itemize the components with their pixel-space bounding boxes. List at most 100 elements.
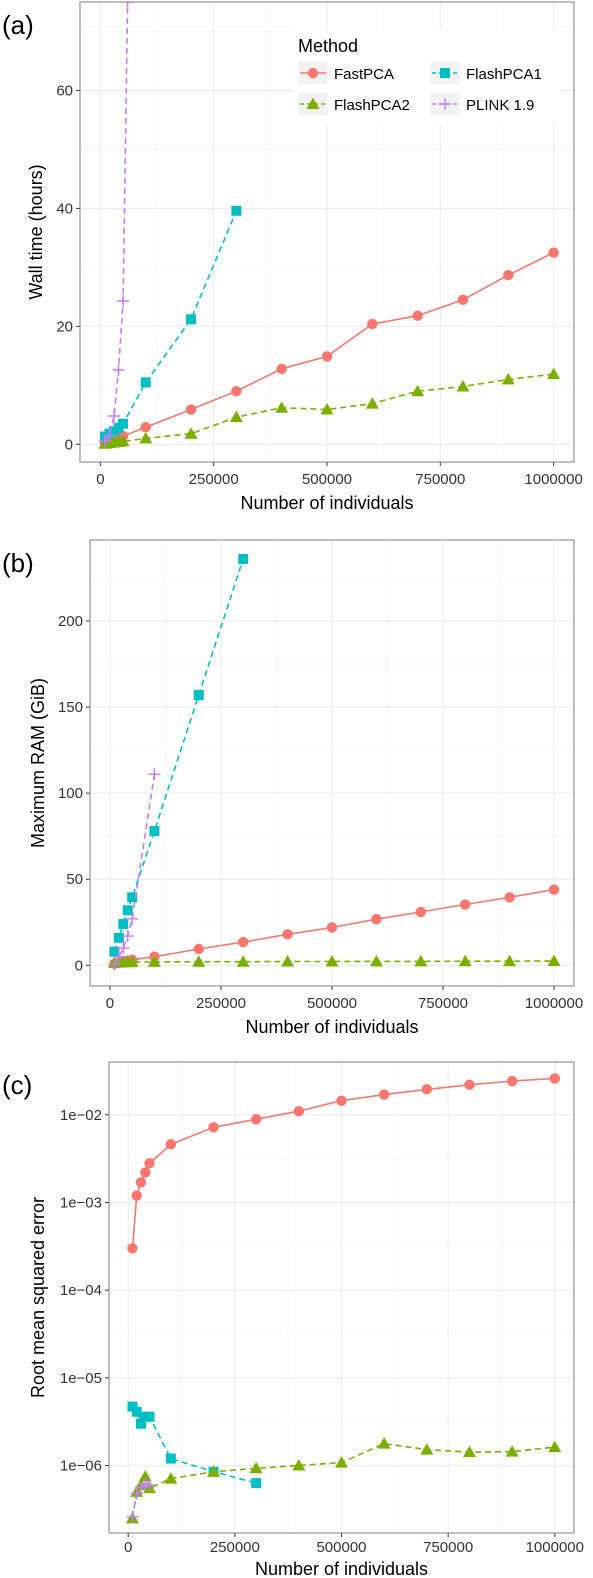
y-tick-label: 1e−03 — [60, 1194, 102, 1211]
data-point-plink-1-9 — [121, 930, 134, 943]
series-line-plink-1-9 — [104, 2, 129, 442]
data-point-flashpca1 — [149, 826, 160, 837]
x-tick-label: 0 — [106, 995, 114, 1012]
legend-entry-label: FastPCA — [334, 66, 394, 83]
data-point-plink-1-9 — [126, 1510, 139, 1523]
data-point-flashpca1 — [144, 1411, 155, 1422]
x-tick-label: 750000 — [418, 995, 468, 1012]
data-point-fastpca — [549, 1073, 561, 1084]
y-tick-label: 100 — [58, 785, 83, 802]
data-point-fastpca — [464, 1079, 475, 1090]
data-point-fastpca — [504, 892, 515, 903]
data-point-flashpca2 — [292, 1459, 306, 1471]
data-point-flashpca2 — [456, 380, 470, 392]
data-point-flashpca2 — [138, 1469, 152, 1482]
data-point-plink-1-9 — [148, 768, 161, 781]
data-point-flashpca1 — [251, 1478, 262, 1489]
data-point-flashpca1 — [118, 919, 129, 930]
data-point-fastpca — [131, 1190, 142, 1201]
data-point-flashpca2 — [547, 367, 561, 380]
data-point-flashpca2 — [462, 1445, 476, 1458]
data-point-fastpca — [371, 913, 382, 925]
data-point-flashpca2 — [420, 1443, 434, 1455]
data-point-plink-1-9 — [117, 942, 130, 955]
y-tick-label: 1e−02 — [60, 1107, 102, 1124]
y-axis-label: Root mean squared error — [28, 1197, 48, 1398]
series-line-flashpca2 — [131, 1442, 555, 1519]
legend-key-marker — [439, 98, 451, 110]
panel-border — [108, 1061, 575, 1534]
series-line-plink-1-9 — [113, 774, 156, 965]
data-point-fastpca — [336, 1095, 347, 1106]
data-point-plink-1-9 — [107, 410, 120, 422]
x-axis-label: Number of individuals — [255, 1559, 428, 1578]
data-point-fastpca — [276, 363, 287, 375]
data-point-fastpca — [135, 1177, 147, 1188]
data-point-flashpca2 — [139, 431, 153, 444]
data-point-fastpca — [144, 1158, 155, 1169]
data-point-flashpca1 — [122, 905, 133, 916]
data-point-fastpca — [208, 1122, 219, 1133]
data-point-fastpca — [293, 1105, 305, 1117]
data-point-flashpca1 — [109, 946, 120, 957]
series-flashpca1 — [109, 553, 249, 957]
x-tick-label: 500000 — [307, 995, 357, 1012]
legend-title: Method — [298, 36, 358, 56]
x-tick-label: 0 — [124, 1539, 132, 1556]
data-point-fastpca — [231, 386, 242, 397]
panel-border — [89, 539, 575, 987]
data-point-fastpca — [548, 247, 559, 258]
panel-b: 0 250000 500000 750000 1000000 0 50 100 150 200 (b… — [2, 539, 583, 1037]
data-point-flashpca1 — [140, 377, 151, 388]
data-point-flashpca1 — [131, 1406, 142, 1417]
data-point-fastpca — [326, 922, 338, 933]
data-point-plink-1-9 — [143, 1478, 156, 1491]
series-fastpca — [109, 884, 560, 969]
data-point-fastpca — [140, 422, 151, 433]
x-tick-label: 250000 — [210, 1539, 260, 1556]
data-point-flashpca1 — [186, 314, 197, 325]
data-point-fastpca — [412, 310, 423, 321]
x-tick-label: 250000 — [196, 995, 246, 1012]
data-point-flashpca1 — [118, 418, 129, 429]
data-point-fastpca — [185, 404, 197, 415]
y-tick-label: 40 — [56, 200, 73, 217]
x-tick-label: 750000 — [423, 1539, 473, 1556]
legend-background — [292, 30, 560, 125]
data-point-flashpca2 — [369, 954, 383, 967]
panel-label: (c) — [2, 1070, 32, 1100]
legend-entry-flashpca2: FlashPCA2 — [297, 91, 410, 117]
y-axis-label: Maximum RAM (GiB) — [28, 678, 48, 848]
data-point-fastpca — [237, 936, 249, 948]
data-point-fastpca — [321, 351, 333, 362]
x-tick-label: 500000 — [302, 471, 352, 488]
data-point-flashpca2 — [275, 401, 289, 413]
series-layer — [125, 1073, 562, 1524]
data-point-flashpca2 — [320, 403, 334, 415]
data-point-fastpca — [378, 1089, 390, 1100]
data-point-fastpca — [548, 884, 560, 895]
data-point-flashpca2 — [411, 384, 425, 397]
x-tick-label: 750000 — [415, 471, 465, 488]
data-point-plink-1-9 — [112, 950, 125, 963]
legend-entry-flashpca1: FlashPCA1 — [429, 60, 542, 86]
data-point-plink-1-9 — [112, 364, 125, 376]
data-point-flashpca1 — [135, 1418, 146, 1429]
data-point-flashpca2 — [236, 955, 250, 967]
y-tick-label: 20 — [56, 318, 73, 335]
data-point-fastpca — [193, 943, 204, 955]
data-point-flashpca2 — [325, 955, 339, 967]
data-point-fastpca — [282, 929, 293, 940]
data-point-flashpca2 — [501, 372, 515, 385]
series-plink-1-9 — [108, 768, 161, 971]
data-point-plink-1-9 — [126, 912, 139, 925]
y-tick-label: 50 — [66, 871, 83, 888]
data-point-fastpca — [457, 294, 469, 306]
series-flashpca2 — [98, 367, 561, 449]
panel-label: (b) — [2, 548, 34, 578]
legend-key-marker — [306, 97, 320, 109]
legend-entry-label: FlashPCA1 — [466, 66, 542, 83]
x-tick-label: 1000000 — [525, 995, 583, 1012]
y-tick-label: 1e−06 — [60, 1458, 102, 1475]
